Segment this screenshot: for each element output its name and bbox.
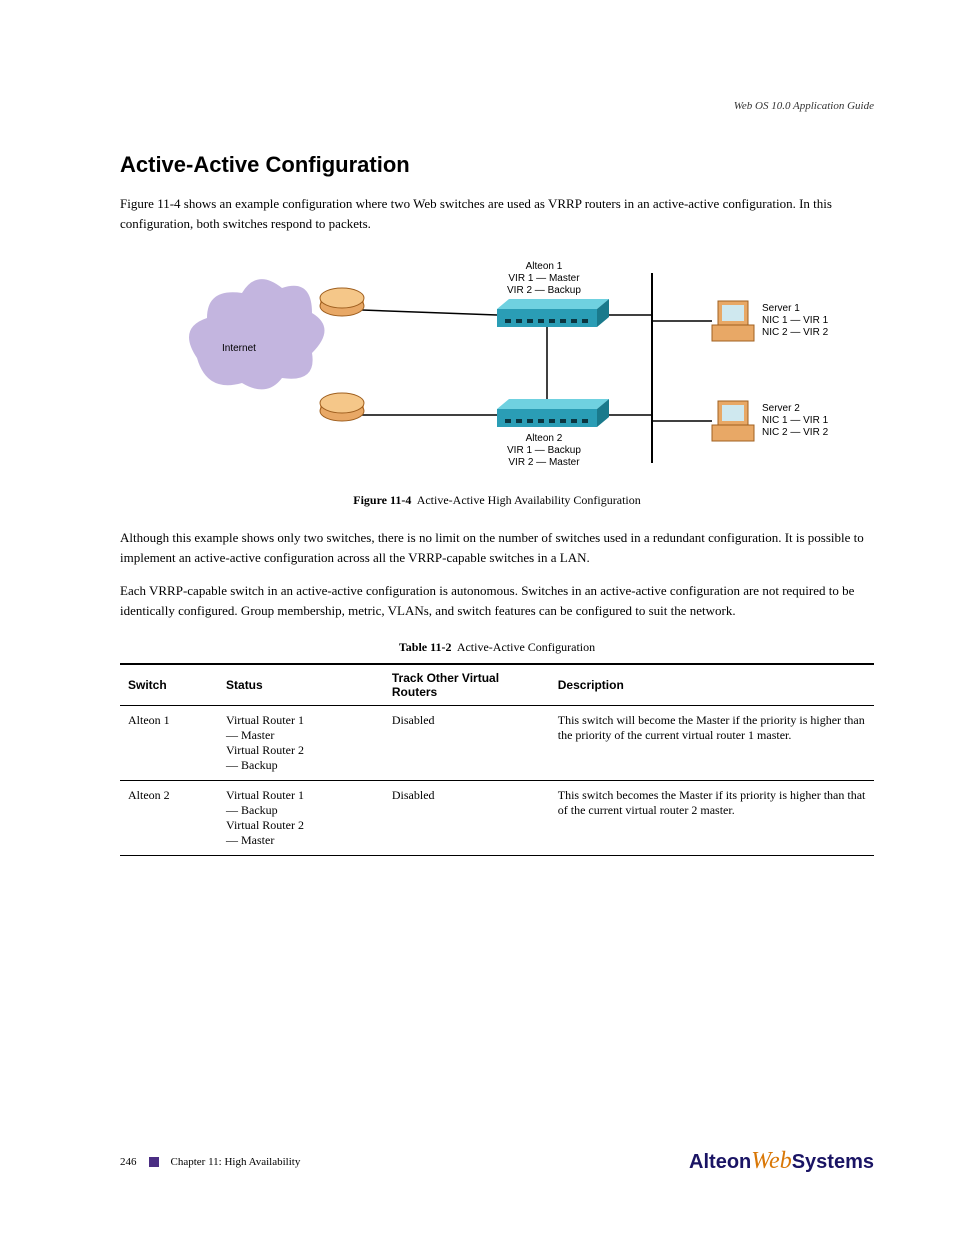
switch-label: Alteon 2 VIR 1 — Backup VIR 2 — Master xyxy=(507,433,581,469)
table-cell: Disabled xyxy=(384,781,550,856)
config-table: SwitchStatusTrack Other Virtual RoutersD… xyxy=(120,663,874,856)
cloud-label: Internet xyxy=(222,343,256,355)
table-header-row: SwitchStatusTrack Other Virtual RoutersD… xyxy=(120,664,874,706)
network-diagram: Internet Alteon 1 VIR 1 — Master VIR 2 — … xyxy=(137,253,857,483)
switch-label: Alteon 1 VIR 1 — Master VIR 2 — Backup xyxy=(507,261,581,297)
table-row: Alteon 2Virtual Router 1 — Backup Virtua… xyxy=(120,781,874,856)
table-cell: This switch will become the Master if th… xyxy=(550,706,874,781)
paragraph-1: Figure 11-4 shows an example configurati… xyxy=(120,194,874,233)
table-cell: Virtual Router 1 — Master Virtual Router… xyxy=(218,706,384,781)
table-header-cell: Description xyxy=(550,664,874,706)
brand-logo: AlteonWebSystems xyxy=(689,1148,874,1175)
table-cell: This switch becomes the Master if its pr… xyxy=(550,781,874,856)
running-header: Web OS 10.0 Application Guide xyxy=(120,100,874,112)
table-caption-text: Active-Active Configuration xyxy=(457,640,595,654)
server-label: Server 1 NIC 1 — VIR 1 NIC 2 — VIR 2 xyxy=(762,303,828,339)
table-cell: Virtual Router 1 — Backup Virtual Router… xyxy=(218,781,384,856)
logo-part-3: Systems xyxy=(792,1151,874,1173)
table-cell: Disabled xyxy=(384,706,550,781)
table-caption-label: Table 11-2 xyxy=(399,640,452,654)
paragraph-2: Although this example shows only two swi… xyxy=(120,528,874,567)
figure-caption: Figure 11-4 Active-Active High Availabil… xyxy=(120,493,874,508)
table-cell: Alteon 2 xyxy=(120,781,218,856)
page-number: 246 xyxy=(120,1156,137,1168)
table-header-cell: Switch xyxy=(120,664,218,706)
chapter-label: Chapter 11: High Availability xyxy=(171,1156,301,1168)
table-row: Alteon 1Virtual Router 1 — Master Virtua… xyxy=(120,706,874,781)
logo-part-1: Alteon xyxy=(689,1151,751,1173)
paragraph-3: Each VRRP-capable switch in an active-ac… xyxy=(120,581,874,620)
figure-caption-text: Active-Active High Availability Configur… xyxy=(417,493,641,507)
footer-bullet-icon xyxy=(149,1157,159,1167)
table-header-cell: Track Other Virtual Routers xyxy=(384,664,550,706)
figure-caption-label: Figure 11-4 xyxy=(353,493,411,507)
page-footer: 246 Chapter 11: High Availability Alteon… xyxy=(120,1148,874,1175)
table-caption: Table 11-2 Active-Active Configuration xyxy=(120,640,874,655)
table-body: Alteon 1Virtual Router 1 — Master Virtua… xyxy=(120,706,874,856)
logo-part-2: Web xyxy=(751,1148,791,1174)
table-header-cell: Status xyxy=(218,664,384,706)
server-label: Server 2 NIC 1 — VIR 1 NIC 2 — VIR 2 xyxy=(762,403,828,439)
table-cell: Alteon 1 xyxy=(120,706,218,781)
section-title: Active-Active Configuration xyxy=(120,152,874,178)
